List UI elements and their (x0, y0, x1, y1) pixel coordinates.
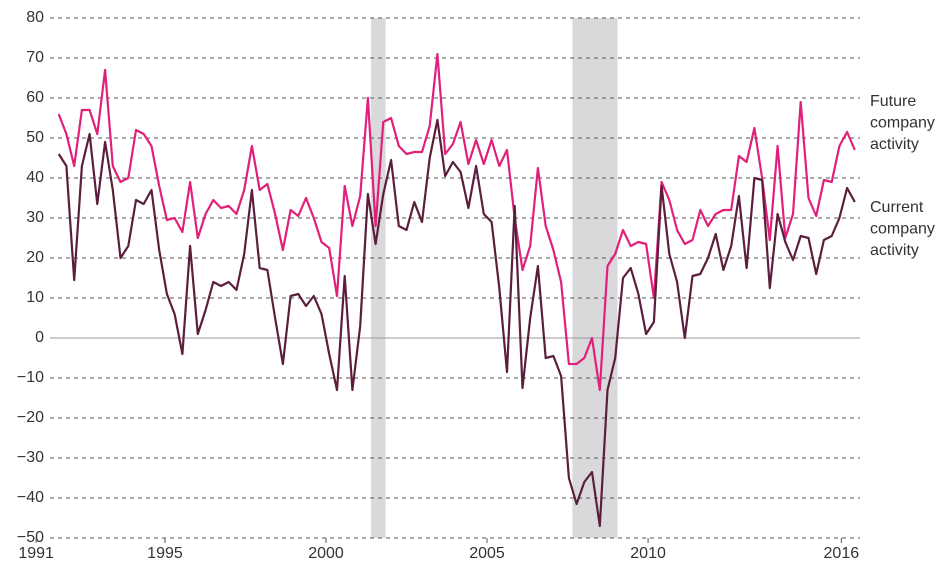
series-line (57, 52, 856, 392)
legend-label: Current company activity (870, 199, 935, 259)
recession-band (371, 18, 386, 538)
legend-line: Current (870, 199, 924, 216)
y-tick-label: 40 (26, 169, 44, 186)
legend-label: Future company activity (870, 93, 935, 153)
legend-line: company (870, 221, 935, 238)
series-line (57, 118, 856, 528)
y-tick-label: −40 (17, 489, 44, 506)
y-tick-label: 20 (26, 249, 44, 266)
y-tick-label: 30 (26, 209, 44, 226)
y-tick-label: −50 (17, 529, 44, 546)
x-tick-label: 2016 (824, 545, 860, 562)
y-tick-label: 50 (26, 129, 44, 146)
y-tick-label: −10 (17, 369, 44, 386)
legend-line: activity (870, 242, 919, 259)
legend-line: Future (870, 93, 916, 110)
y-tick-label: 70 (26, 49, 44, 66)
x-tick-label: 1991 (18, 545, 54, 562)
legend-line: company (870, 115, 935, 132)
y-tick-label: 80 (26, 9, 44, 26)
x-tick-label: 2000 (308, 545, 344, 562)
recession-band (572, 18, 618, 538)
x-tick-label: 2005 (469, 545, 505, 562)
y-tick-label: 0 (35, 329, 44, 346)
legend-line: activity (870, 136, 919, 153)
x-tick-label: 1995 (147, 545, 183, 562)
y-tick-label: −30 (17, 449, 44, 466)
y-tick-label: 60 (26, 89, 44, 106)
y-tick-label: 10 (26, 289, 44, 306)
x-tick-label: 2010 (630, 545, 666, 562)
y-tick-label: −20 (17, 409, 44, 426)
